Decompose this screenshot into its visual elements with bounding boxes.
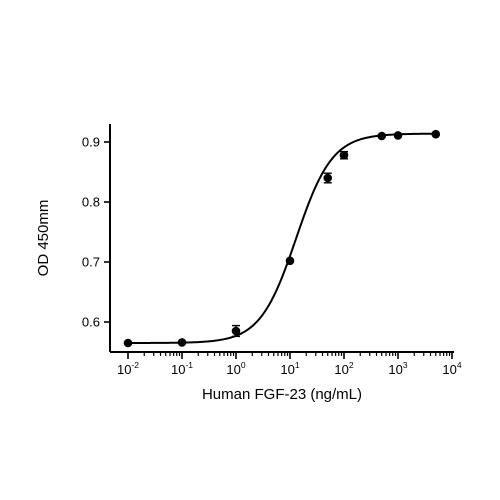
data-point [123,338,133,348]
data-point [231,326,241,336]
x-tick-label: 101 [280,360,299,377]
data-point [177,338,187,347]
x-tick-label: 103 [388,360,407,377]
y-tick-label: 0.6 [82,315,100,330]
x-tick-label: 10-2 [117,360,139,377]
x-tick-label: 104 [442,360,461,377]
ticks-layer: 0.6 0.7 0.8 0.9 10-2 10-1 100 101 102 103 104 [82,135,462,378]
y-tick-label: 0.9 [82,135,100,150]
data-point [323,173,333,183]
data-point [431,129,441,139]
y-tick-label: 0.8 [82,195,100,210]
x-axis-title: Human FGF-23 (ng/mL) [202,386,362,403]
x-tick-label: 100 [226,360,245,377]
data-point [393,131,403,140]
data-points [123,129,441,348]
y-tick-label: 0.7 [82,255,100,270]
x-tick-label: 102 [334,360,353,377]
data-point [339,150,349,160]
fit-curve [128,132,436,344]
y-axis-title: OD 450mm [35,200,52,277]
x-tick-label: 10-1 [171,360,193,377]
data-point [285,256,295,266]
data-point [377,131,387,141]
